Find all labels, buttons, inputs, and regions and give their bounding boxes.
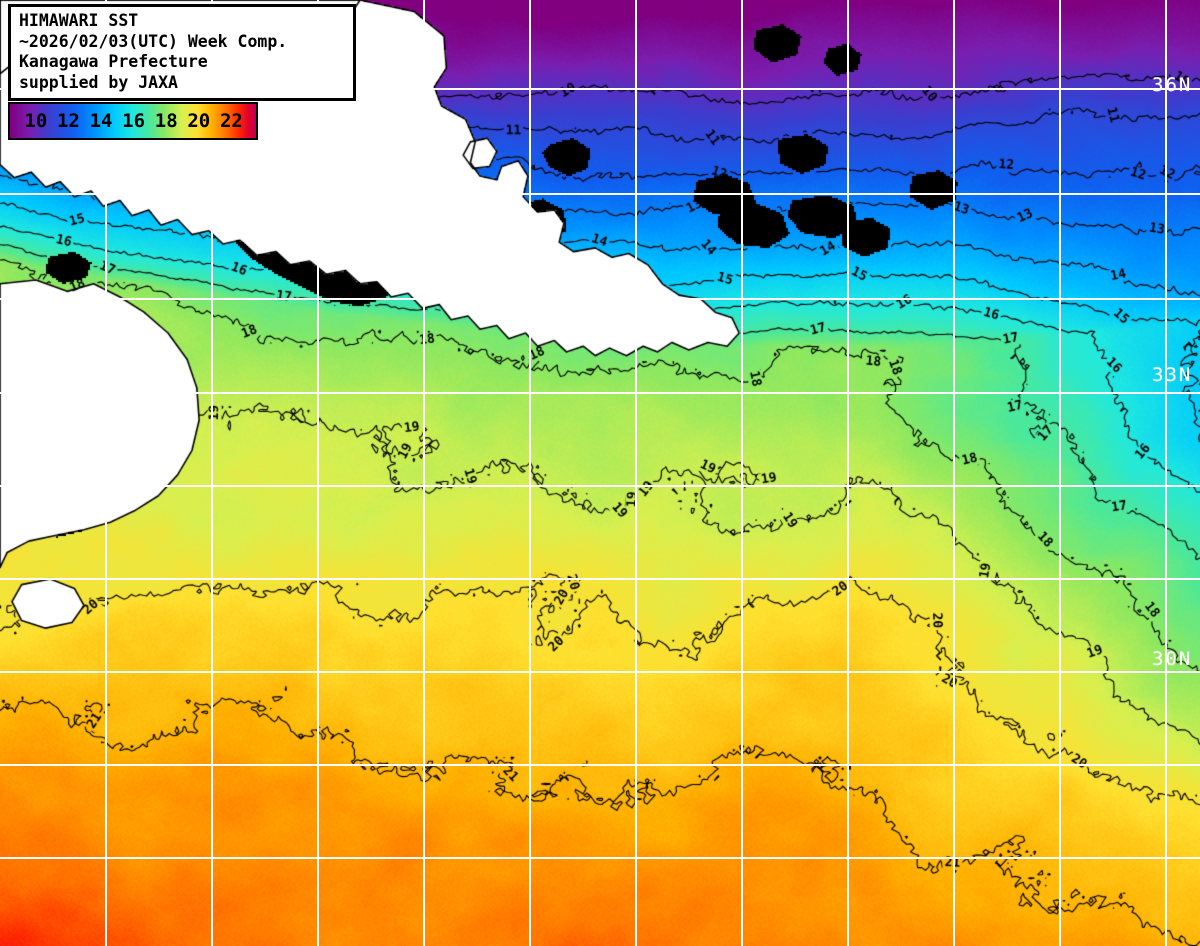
colorbar-gradient (10, 104, 256, 138)
colorbar-tick-labels: 10 12 14 16 18 20 22 (10, 104, 256, 138)
colorbar-tick-16: 16 (122, 110, 146, 132)
colorbar-tick-10: 10 (24, 110, 48, 132)
title-line-credit: supplied by JAXA (19, 72, 178, 92)
sst-colorbar: 10 12 14 16 18 20 22 (8, 102, 258, 140)
lat-label-36N: 36N (1152, 74, 1193, 96)
colorbar-tick-12: 12 (56, 110, 80, 132)
title-box: HIMAWARI SST ~2026/02/03(UTC) Week Comp.… (8, 4, 356, 101)
title-line-date: ~2026/02/03(UTC) Week Comp. (19, 31, 288, 51)
title-line-region: Kanagawa Prefecture (19, 52, 208, 71)
colorbar-tick-14: 14 (89, 110, 113, 132)
colorbar-tick-22: 22 (219, 110, 243, 132)
lat-label-33N: 33N (1152, 364, 1193, 386)
lat-label-30N: 30N (1152, 648, 1193, 670)
colorbar-tick-20: 20 (187, 110, 211, 132)
colorbar-tick-18: 18 (154, 110, 178, 132)
title-line-product: HIMAWARI SST (19, 11, 139, 30)
